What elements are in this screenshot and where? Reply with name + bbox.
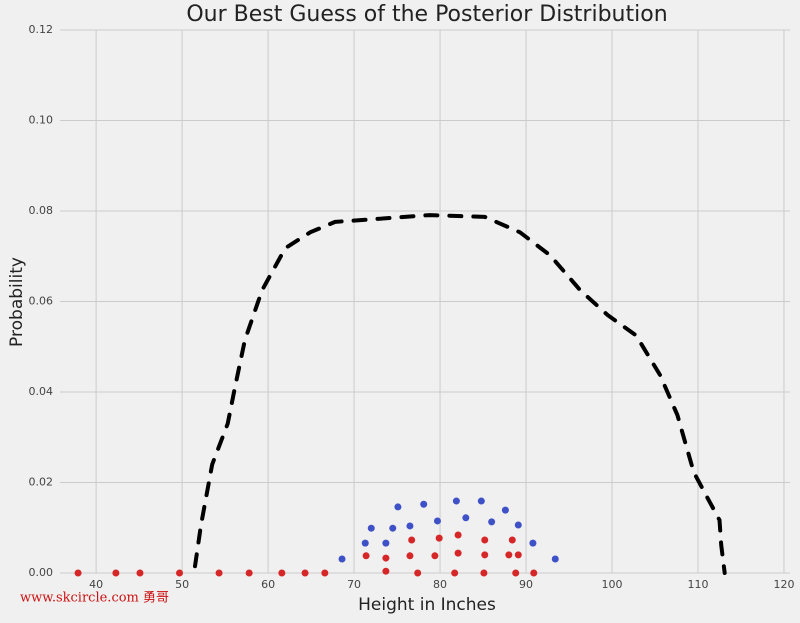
y-tick-label: 0.08	[29, 204, 54, 217]
data-point	[321, 569, 329, 577]
x-tick-label: 120	[773, 578, 794, 591]
data-point	[551, 555, 559, 563]
data-point	[362, 552, 370, 560]
data-point	[481, 536, 489, 544]
x-tick-label: 100	[602, 578, 623, 591]
x-tick-label: 90	[519, 578, 533, 591]
watermark: www.skcircle.com 勇哥	[20, 591, 169, 606]
x-tick-label: 80	[433, 578, 447, 591]
data-point	[406, 522, 414, 530]
data-point	[420, 500, 428, 508]
data-point	[477, 497, 485, 505]
data-point	[389, 524, 397, 532]
data-point	[112, 569, 120, 577]
data-point	[74, 569, 82, 577]
data-point	[480, 569, 488, 577]
posterior-curve	[193, 213, 727, 575]
y-axis-label: Probability	[7, 257, 27, 347]
y-tick-label: 0.10	[29, 114, 54, 127]
chart-title: Our Best Guess of the Posterior Distribu…	[186, 2, 667, 27]
data-point	[215, 569, 223, 577]
grid	[60, 29, 790, 574]
y-tick-label: 0.12	[29, 23, 54, 36]
data-point	[382, 554, 390, 562]
data-point	[512, 569, 520, 577]
data-point	[508, 536, 516, 544]
data-point	[452, 497, 460, 505]
data-point	[514, 551, 522, 559]
data-point	[361, 539, 369, 547]
data-point	[501, 506, 509, 514]
x-tick-label: 70	[347, 578, 361, 591]
data-point	[481, 551, 489, 559]
data-point	[278, 569, 286, 577]
y-tick-label: 0.00	[29, 566, 54, 579]
x-tick-label: 50	[175, 578, 189, 591]
data-point	[338, 555, 346, 563]
data-point	[514, 521, 522, 529]
data-point	[382, 567, 390, 575]
data-point	[136, 569, 144, 577]
data-point	[435, 534, 443, 542]
data-point	[431, 552, 439, 560]
data-point	[406, 552, 414, 560]
y-tick-label: 0.04	[29, 385, 54, 398]
data-point	[505, 551, 513, 559]
x-tick-label: 40	[89, 578, 103, 591]
data-point	[451, 569, 459, 577]
data-point	[529, 539, 537, 547]
data-point	[408, 536, 416, 544]
data-point	[367, 524, 375, 532]
data-point	[382, 539, 390, 547]
data-point	[414, 569, 422, 577]
data-point	[530, 569, 538, 577]
y-tick-label: 0.06	[29, 295, 54, 308]
x-axis-label: Height in Inches	[358, 595, 496, 615]
data-point	[245, 569, 253, 577]
data-point	[176, 569, 184, 577]
data-point	[394, 503, 402, 511]
marks	[74, 213, 727, 577]
x-tick-label: 60	[261, 578, 275, 591]
data-point	[454, 531, 462, 539]
data-point	[433, 517, 441, 525]
y-tick-label: 0.02	[29, 476, 54, 489]
data-point	[488, 518, 496, 526]
data-point	[454, 549, 462, 557]
data-point	[462, 514, 470, 522]
data-point	[301, 569, 309, 577]
x-tick-label: 110	[687, 578, 708, 591]
